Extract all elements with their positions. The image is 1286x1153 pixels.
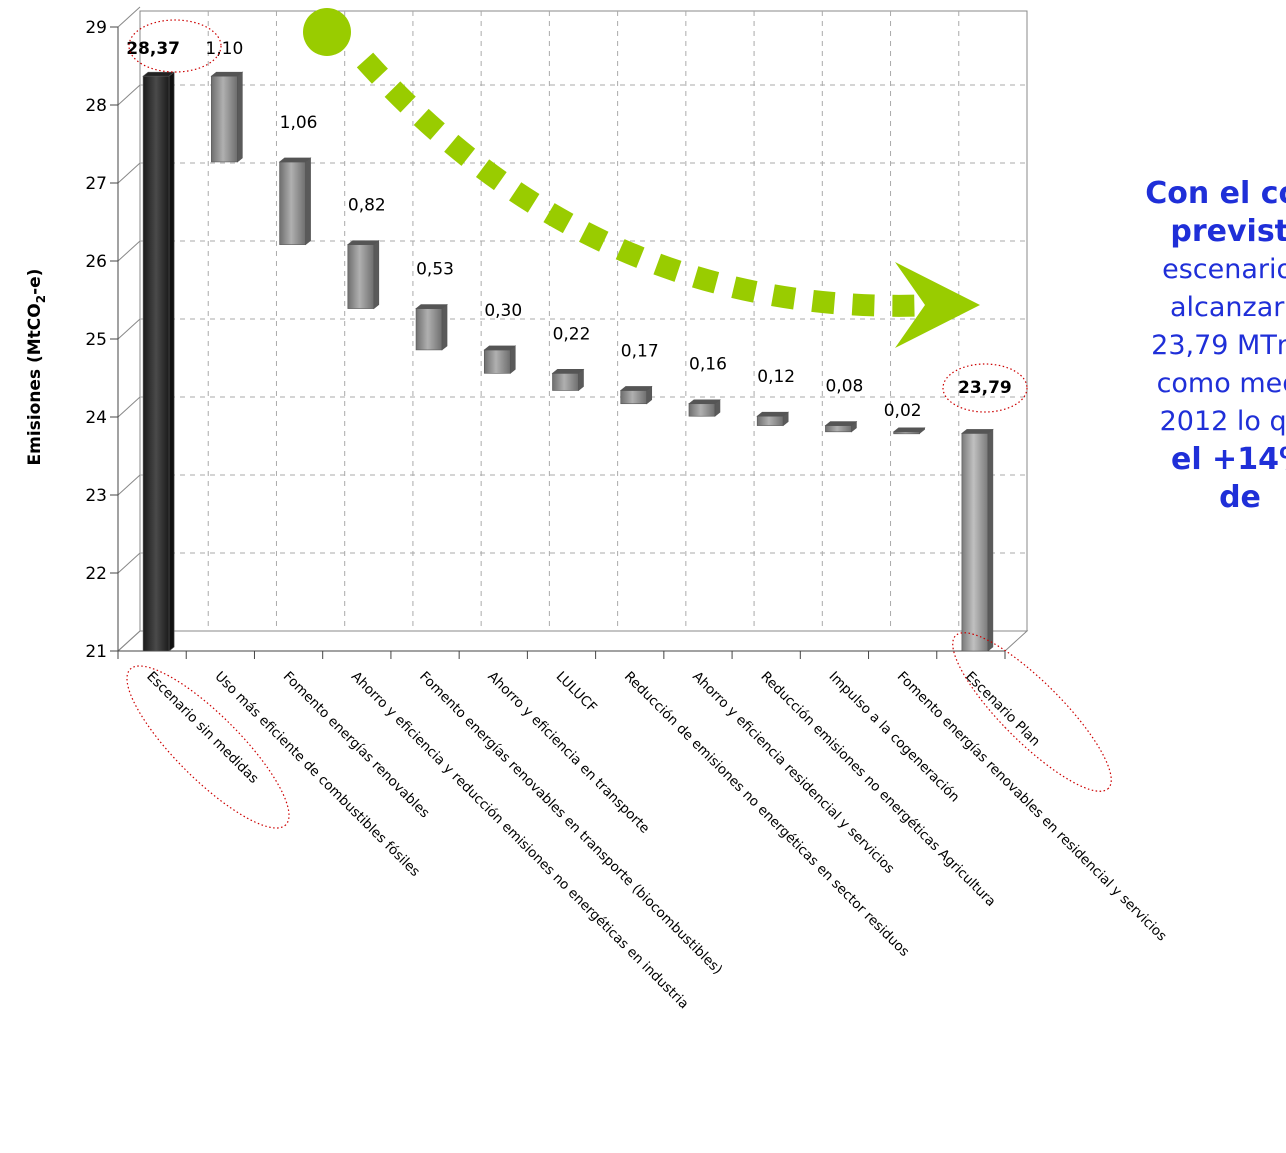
gridline-side <box>117 162 141 184</box>
y-axis-title: Emisiones (MtCO2-e) <box>25 269 48 466</box>
value-label: 0,17 <box>621 341 659 361</box>
value-label: 0,30 <box>484 301 522 321</box>
category-label: Ahorro y eficiencia y reducción emisione… <box>348 669 692 1013</box>
y-tick-label: 22 <box>85 564 107 584</box>
annotation-line-9: de <box>1219 480 1261 515</box>
category-label: Impulso a la cogeneración <box>826 669 963 806</box>
value-label: 0,82 <box>348 196 386 216</box>
highlight-ellipse <box>942 363 1028 413</box>
bar <box>892 427 926 435</box>
trend-arrow <box>303 8 980 348</box>
annotation-line-2: previsto <box>1170 214 1286 249</box>
gridline-side <box>117 630 141 652</box>
bar <box>278 157 312 246</box>
back-wall <box>139 10 1028 632</box>
gridline-side <box>117 6 141 28</box>
bar <box>824 420 858 433</box>
bar <box>551 368 585 392</box>
value-label: 0,16 <box>689 355 727 375</box>
axes: 21 22 23 24 25 26 27 28 29 <box>85 18 1006 662</box>
annotation-line-1: Con el cont <box>1145 176 1286 211</box>
value-label: 0,12 <box>757 367 795 387</box>
bars <box>142 71 994 652</box>
gridline-side <box>117 84 141 106</box>
annotation-line-7: 2012 lo que <box>1159 406 1286 437</box>
value-label: 23,79 <box>958 378 1012 398</box>
y-tick-label: 25 <box>85 330 107 350</box>
y-tick-label: 27 <box>85 174 107 194</box>
value-label: 28,37 <box>126 39 180 59</box>
y-tick-label: 24 <box>85 408 107 428</box>
bar <box>483 345 517 374</box>
bar <box>688 399 721 417</box>
annotation-text: Con el cont previsto escenario P alcanza… <box>1040 175 1286 517</box>
value-label: 0,22 <box>553 324 591 344</box>
bar <box>210 71 244 163</box>
y-tick-label: 28 <box>85 96 107 116</box>
annotation-line-8: el +14% <box>1170 442 1286 477</box>
gridline-side <box>117 318 141 340</box>
gridline-side <box>117 396 141 418</box>
category-label: Escenario sin medidas <box>143 669 261 787</box>
value-label: 0,08 <box>825 377 863 397</box>
annotation-line-6: como media <box>1156 368 1286 399</box>
arrow-dashed-curve <box>356 52 936 317</box>
gridline-side <box>117 474 141 496</box>
bar <box>346 239 380 310</box>
annotation-line-5: 23,79 MTm d <box>1151 330 1286 361</box>
arrow-head <box>895 262 980 348</box>
category-label: Fomento energías renovables <box>280 669 433 822</box>
category-label: LULUCF <box>553 669 600 716</box>
bar <box>619 385 653 405</box>
y-tick-label: 29 <box>85 18 107 38</box>
bar <box>961 428 994 652</box>
category-label: Reducción emisiones no energéticas Agric… <box>757 669 998 910</box>
y-tick-label: 23 <box>85 486 107 506</box>
highlight-ellipse <box>128 19 222 73</box>
value-labels: 28,37 1,10 1,06 0,82 0,53 0,30 0,22 0,17 0,16 0,1… <box>126 39 1012 421</box>
value-label: 1,06 <box>280 113 318 133</box>
arrow-start-dot <box>303 8 351 56</box>
value-label: 0,02 <box>884 401 922 421</box>
highlight-ellipse <box>952 632 1112 792</box>
bar <box>415 303 448 351</box>
floor <box>116 630 1029 652</box>
y-tick-label: 21 <box>85 642 107 662</box>
bar <box>756 411 790 427</box>
annotation-line-3: escenario P <box>1162 254 1286 285</box>
annotation-line-4: alcanzar u <box>1169 292 1286 323</box>
highlight-ellipses <box>126 19 1112 829</box>
gridline-side <box>117 552 141 574</box>
highlight-ellipse <box>126 665 290 829</box>
bar <box>142 71 175 652</box>
gridline-side <box>117 240 141 262</box>
value-label: 0,53 <box>416 260 454 280</box>
value-label: 1,10 <box>205 39 243 59</box>
y-tick-label: 26 <box>85 252 107 272</box>
category-label: Fomento energías renovables en residenci… <box>894 669 1170 945</box>
